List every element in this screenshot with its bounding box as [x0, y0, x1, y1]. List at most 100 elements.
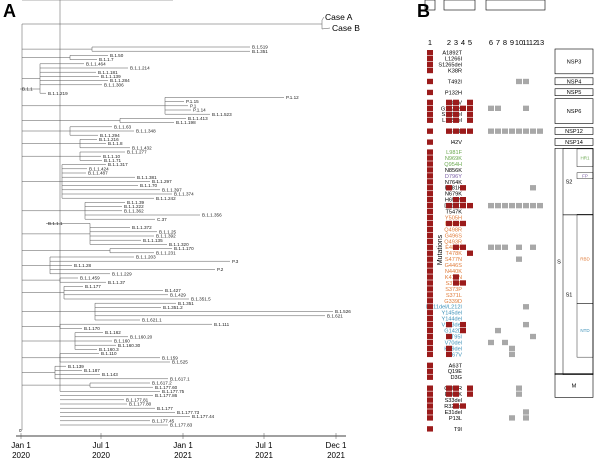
mutation-label: N969K — [445, 156, 462, 162]
mutation-cell-case — [427, 345, 433, 352]
tree-leaf-label: B.1.1.10 — [103, 154, 121, 159]
tree-leaf-label: B.1.1.216 — [99, 137, 119, 142]
mutation-cell — [453, 111, 459, 117]
mutation-cell — [467, 128, 473, 134]
mutation-cell — [446, 385, 452, 391]
mutation-cell — [523, 105, 529, 111]
tree-leaf-label: B.1.1.523 — [212, 112, 232, 117]
tree-leaf-label: B.1.1.37 — [108, 280, 126, 285]
mutation-cell-case — [427, 403, 433, 409]
mutation-cell — [516, 202, 522, 209]
mutation-label: Q954H — [444, 162, 462, 168]
tree-leaf-label: B.1.1.231 — [156, 250, 176, 255]
mutation-cell-case — [427, 292, 433, 298]
tree-leaf-label: B.1.177.44 — [192, 414, 215, 419]
region-n-label: N — [572, 0, 576, 2]
mutation-cell — [453, 202, 459, 209]
time-tick-year: 2021 — [174, 451, 192, 460]
region-nsp12-label: NSP12 — [565, 129, 583, 135]
tree-leaf-label: B.1.159 — [162, 355, 178, 360]
group-voc-label: VOC — [452, 0, 466, 2]
mutation-cell-case — [427, 304, 433, 310]
mutation-cell-case — [427, 280, 433, 286]
mutation-cell-case — [427, 327, 433, 334]
genome-regions: NSP3 NSP4 NSP5 NSP6 NSP12 NSP14 M NE S S2 S1 HR1 FP R… — [554, 0, 594, 398]
tree-leaf-label: B.1.1.459 — [80, 276, 100, 281]
mutation-cell — [453, 105, 459, 111]
mutation-cell — [446, 117, 452, 123]
time-tick-year: 2020 — [92, 451, 110, 460]
mutation-cell-case — [427, 256, 433, 262]
mutation-cell-case — [427, 321, 433, 328]
region-nsp4 — [554, 77, 594, 86]
tree-leaf-label: B.1.1.1 — [48, 221, 63, 226]
mutation-cell-case — [427, 316, 433, 322]
mutation-cell — [530, 128, 536, 134]
mutation-cell — [495, 244, 501, 250]
mutation-cell — [453, 280, 459, 286]
region-nsp14 — [554, 138, 594, 146]
mutation-label: T9I — [454, 427, 463, 433]
tree-leaf-label: B.1.1.135 — [143, 238, 163, 243]
mutation-cell-case — [427, 298, 433, 304]
mutation-label: V70del — [445, 340, 462, 346]
region-nsp12 — [554, 127, 594, 135]
tree-leaf-label: B.1.111 — [214, 322, 230, 327]
mutation-cell — [446, 351, 452, 358]
mutation-cell — [495, 202, 501, 209]
mutation-cell — [509, 351, 515, 358]
mutation-label: P13L — [449, 416, 462, 422]
time-tick-year: 2021 — [327, 451, 345, 460]
subregion-hr1 — [576, 148, 594, 167]
tree-leaf-label: B.1.1.348 — [136, 129, 156, 134]
tree-leaf-label: B.1.1.432 — [132, 145, 152, 150]
case-b-branch — [321, 27, 331, 30]
tree-leaf-label: B.1.1.7 — [99, 57, 114, 62]
mutation-cell — [460, 105, 466, 111]
mutation-cell-case — [427, 67, 433, 74]
mutation-cell-case — [427, 286, 433, 292]
mutation-label: N440K — [445, 269, 462, 275]
mutation-cell — [446, 391, 452, 397]
column-number: 12 — [529, 38, 537, 47]
mutation-cell — [516, 78, 522, 85]
tree-leaf-label: B.1.177.73 — [177, 410, 200, 415]
tree-leaf-label: B.1.177 — [157, 406, 173, 411]
mutation-label: S1265del — [438, 63, 462, 69]
mutation-cell — [537, 202, 543, 209]
column-number: 9 — [510, 38, 514, 47]
mutation-label: Y144del — [441, 317, 462, 323]
tree-leaf-label: B.1.519 — [252, 45, 268, 50]
mutation-cell-case — [427, 268, 433, 274]
mutation-cell-case — [427, 333, 433, 340]
mutation-cell-case — [427, 397, 433, 403]
mutation-label: G496S — [445, 233, 463, 239]
tree-leaf-label: B.1.160.30 — [118, 343, 141, 348]
region-nsp14-label: NSP14 — [565, 140, 583, 146]
group-case — [424, 0, 436, 11]
mutation-cell-case — [427, 89, 433, 96]
tree-leaf-label: B.1.160.3 — [99, 347, 119, 352]
mutation-cell — [446, 321, 452, 328]
mutation-cell — [495, 105, 501, 111]
tree-leaf-label: B.1.177.60 — [155, 385, 178, 390]
tree-leaf-label: B.1.1.392 — [156, 234, 176, 239]
time-tick-label: Jul 1 — [256, 441, 273, 450]
tree-leaf-label: B.1.526 — [335, 309, 351, 314]
mutation-cell — [488, 105, 494, 111]
mutation-cell — [523, 321, 529, 328]
mutation-cell-case — [427, 50, 433, 56]
mutation-cell — [523, 415, 529, 421]
mutation-cell — [488, 339, 494, 346]
tree-leaf-label: B.1.1.25 — [159, 229, 177, 234]
tree-leaf-label: B.1.177.83 — [170, 423, 193, 428]
tree-leaf-label: B.1.143 — [102, 372, 118, 377]
mutation-cell-case — [427, 368, 433, 374]
mutation-cell — [453, 220, 459, 227]
mutation-cell — [488, 202, 494, 209]
mutation-cell-case — [427, 374, 433, 380]
mutation-cell-case — [427, 191, 433, 197]
mutation-cell — [460, 220, 466, 227]
tree-leaf-label: P.1 — [190, 103, 197, 108]
